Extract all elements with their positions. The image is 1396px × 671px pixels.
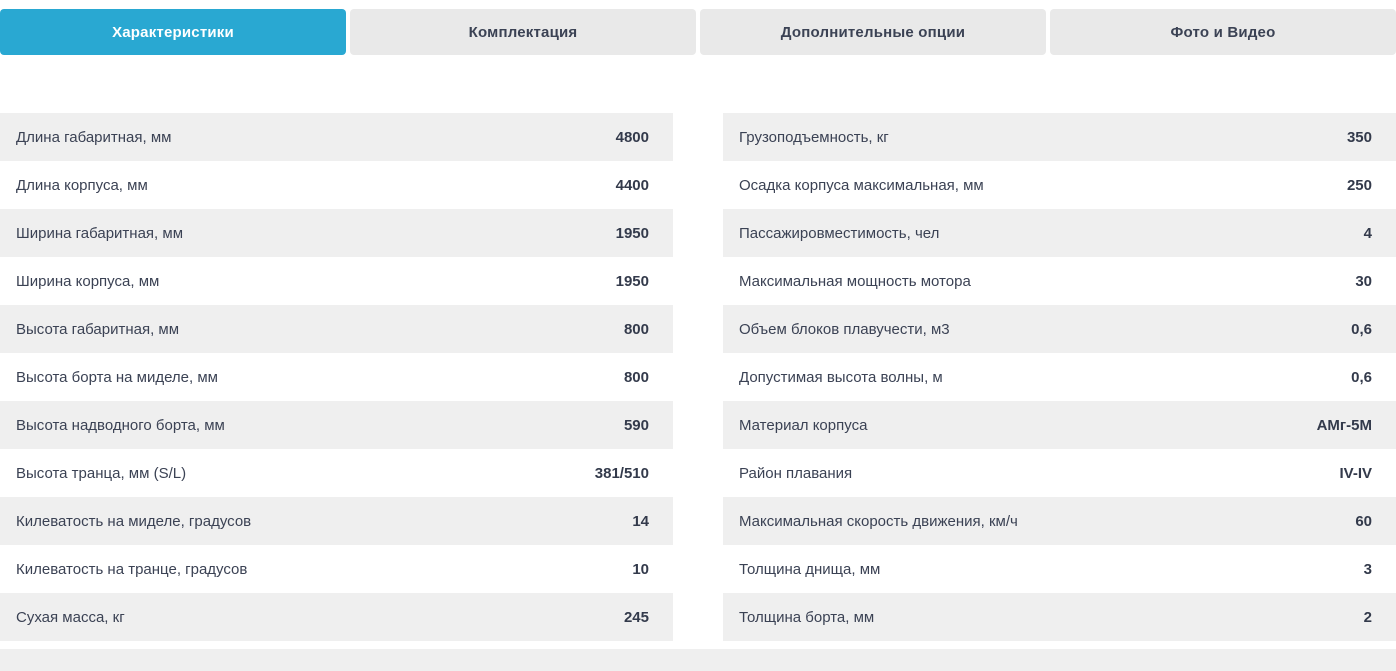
spec-label: Район плавания <box>739 464 853 482</box>
spec-row: Объем блоков плавучести, м3 0,6 <box>723 305 1396 353</box>
spec-row: Допустимая высота волны, м 0,6 <box>723 353 1396 401</box>
bottom-strip <box>0 649 1396 671</box>
spec-value: IV-IV <box>1339 464 1372 482</box>
tab-1-active[interactable]: Характеристики <box>0 9 346 55</box>
spec-label: Килеватость на транце, градусов <box>16 560 248 578</box>
tab-4[interactable]: Фото и Видео <box>1050 9 1396 55</box>
spec-value: 800 <box>623 320 649 338</box>
spec-value: 381/510 <box>594 464 649 482</box>
spec-row: Осадка корпуса максимальная, мм 250 <box>723 161 1396 209</box>
spec-label: Килеватость на миделе, градусов <box>16 512 252 530</box>
spec-value: 4400 <box>615 176 649 194</box>
spec-row: Толщина днища, мм 3 <box>723 545 1396 593</box>
spec-value: 4 <box>1363 224 1372 242</box>
spec-value: 10 <box>632 560 649 578</box>
spec-row: Ширина габаритная, мм 1950 <box>0 209 673 257</box>
spec-label: Материал корпуса <box>739 416 868 434</box>
spec-row: Грузоподъемность, кг 350 <box>723 113 1396 161</box>
spec-value: 60 <box>1355 512 1372 530</box>
spec-value: 350 <box>1346 128 1372 146</box>
spec-value: 4800 <box>615 128 649 146</box>
spec-label: Высота борта на миделе, мм <box>16 368 218 386</box>
spec-row: Пассажировместимость, чел 4 <box>723 209 1396 257</box>
spec-value: 0,6 <box>1351 320 1372 338</box>
spec-label: Допустимая высота волны, м <box>739 368 943 386</box>
spec-row: Килеватость на транце, градусов 10 <box>0 545 673 593</box>
spec-label: Максимальная скорость движения, км/ч <box>739 512 1018 530</box>
spec-value: 590 <box>623 416 649 434</box>
spec-row: Длина габаритная, мм 4800 <box>0 113 673 161</box>
spec-label: Толщина борта, мм <box>739 608 875 626</box>
spec-label: Ширина корпуса, мм <box>16 272 160 290</box>
spec-value: АМг-5М <box>1316 416 1372 434</box>
spec-label: Высота надводного борта, мм <box>16 416 225 434</box>
spec-label: Максимальная мощность мотора <box>739 272 971 290</box>
spec-row: Высота транца, мм (S/L) 381/510 <box>0 449 673 497</box>
spec-row: Ширина корпуса, мм 1950 <box>0 257 673 305</box>
spec-value: 30 <box>1355 272 1372 290</box>
spec-label: Объем блоков плавучести, м3 <box>739 320 950 338</box>
spec-row: Килеватость на миделе, градусов 14 <box>0 497 673 545</box>
spec-label: Высота транца, мм (S/L) <box>16 464 187 482</box>
spec-value: 2 <box>1363 608 1372 626</box>
spec-row: Сухая масса, кг 245 <box>0 593 673 641</box>
spec-row: Максимальная мощность мотора 30 <box>723 257 1396 305</box>
tab-bar: Характеристики Комплектация Дополнительные… <box>0 0 1396 55</box>
spec-label: Осадка корпуса максимальная, мм <box>739 176 984 194</box>
spec-row: Район плавания IV-IV <box>723 449 1396 497</box>
tab-3[interactable]: Дополнительные опции <box>700 9 1046 55</box>
spec-value: 1950 <box>615 272 649 290</box>
tab-2[interactable]: Комплектация <box>350 9 696 55</box>
spec-row: Высота габаритная, мм 800 <box>0 305 673 353</box>
spec-row: Длина корпуса, мм 4400 <box>0 161 673 209</box>
spec-row: Материал корпуса АМг-5М <box>723 401 1396 449</box>
spec-label: Длина габаритная, мм <box>16 128 172 146</box>
spec-value: 800 <box>623 368 649 386</box>
spec-label: Сухая масса, кг <box>16 608 125 626</box>
spec-label: Толщина днища, мм <box>739 560 881 578</box>
spec-row: Максимальная скорость движения, км/ч 60 <box>723 497 1396 545</box>
spec-value: 250 <box>1346 176 1372 194</box>
spec-value: 0,6 <box>1351 368 1372 386</box>
spec-label: Ширина габаритная, мм <box>16 224 184 242</box>
specs-table: Длина габаритная, мм 4800 Длина корпуса, м… <box>0 113 1396 641</box>
spec-label: Высота габаритная, мм <box>16 320 180 338</box>
specs-column-left: Длина габаритная, мм 4800 Длина корпуса, м… <box>0 113 673 641</box>
spec-label: Пассажировместимость, чел <box>739 224 940 242</box>
spec-value: 1950 <box>615 224 649 242</box>
specs-column-right: Грузоподъемность, кг 350 Осадка корпуса ма… <box>723 113 1396 641</box>
spec-value: 14 <box>632 512 649 530</box>
spec-label: Длина корпуса, мм <box>16 176 148 194</box>
spec-value: 245 <box>623 608 649 626</box>
spec-row: Высота надводного борта, мм 590 <box>0 401 673 449</box>
spec-value: 3 <box>1363 560 1372 578</box>
spec-row: Толщина борта, мм 2 <box>723 593 1396 641</box>
spec-label: Грузоподъемность, кг <box>739 128 889 146</box>
spec-row: Высота борта на миделе, мм 800 <box>0 353 673 401</box>
